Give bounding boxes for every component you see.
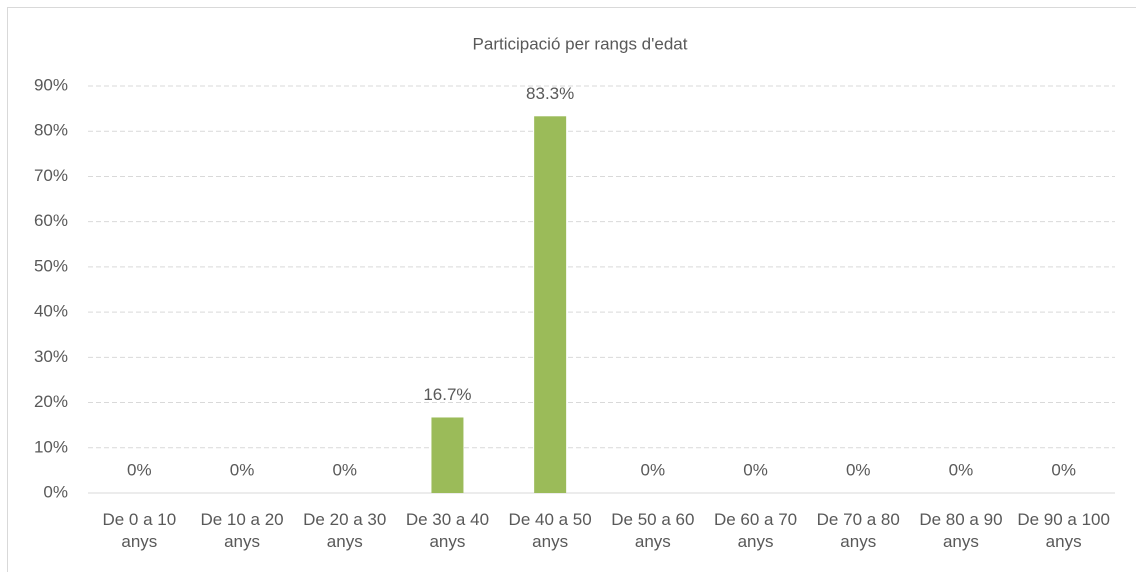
- bar: [534, 116, 567, 493]
- y-tick-label: 10%: [34, 437, 68, 456]
- x-tick-label: De 50 a 60 anys: [611, 510, 695, 551]
- y-tick-label: 70%: [34, 166, 68, 185]
- x-tick-label: De 40 a 50 anys: [508, 510, 592, 551]
- data-label: 0%: [846, 460, 871, 479]
- y-tick-label: 60%: [34, 211, 68, 230]
- data-label: 16.7%: [423, 385, 471, 404]
- y-tick-label: 50%: [34, 256, 68, 275]
- data-label: 0%: [949, 460, 974, 479]
- data-label: 0%: [127, 460, 152, 479]
- x-tick-label: De 90 a 100 anys: [1017, 510, 1110, 551]
- y-tick-label: 30%: [34, 347, 68, 366]
- data-label: 0%: [1051, 460, 1076, 479]
- data-label: 83.3%: [526, 84, 574, 103]
- y-tick-label: 80%: [34, 121, 68, 140]
- y-tick-label: 0%: [43, 482, 68, 501]
- x-tick-label: De 60 a 70 anys: [713, 510, 798, 551]
- chart-border: [7, 7, 1136, 572]
- x-tick-label: De 70 a 80 anys: [816, 510, 900, 551]
- x-tick-label: De 30 a 40 anys: [405, 510, 490, 551]
- x-tick-label: De 0 a 10 anys: [102, 510, 177, 551]
- y-tick-label: 90%: [34, 75, 68, 94]
- x-tick-label: De 20 a 30 anys: [303, 510, 387, 551]
- data-label: 0%: [743, 460, 768, 479]
- bar: [431, 417, 464, 493]
- chart-title: Participació per rangs d'edat: [473, 34, 688, 53]
- y-tick-label: 20%: [34, 392, 68, 411]
- x-tick-label: De 10 a 20 anys: [200, 510, 284, 551]
- data-label: 0%: [332, 460, 357, 479]
- x-tick-label: De 80 a 90 anys: [919, 510, 1003, 551]
- data-label: 0%: [230, 460, 255, 479]
- y-tick-label: 40%: [34, 302, 68, 321]
- data-label: 0%: [641, 460, 666, 479]
